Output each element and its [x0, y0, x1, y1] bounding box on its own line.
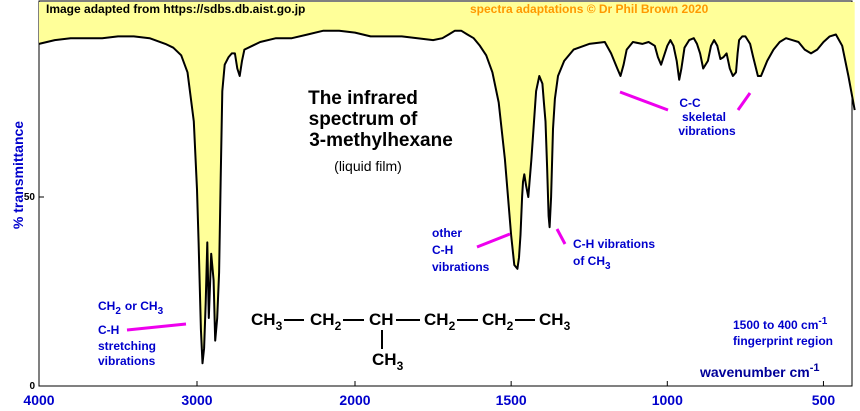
spectrum-line — [38, 29, 856, 365]
x-tick-label: 1000 — [652, 392, 683, 408]
formula-group-1: CH3 — [251, 310, 283, 333]
ann-cc-line3: vibrations — [678, 124, 736, 138]
title-line-1: The infrared — [308, 88, 418, 109]
x-tick-label: 1500 — [496, 392, 527, 408]
plot-frame — [38, 0, 853, 387]
ann-fingerprint-line1: 1500 to 400 cm-1 — [733, 316, 828, 332]
ann-ch3-line1: C-H vibrations — [573, 237, 655, 251]
ann-other-line1: other — [432, 226, 462, 240]
formula-group-2: CH2 — [310, 310, 342, 333]
x-tick-label: 2000 — [339, 392, 370, 408]
ann-ch-pointer — [126, 322, 187, 332]
ann-ch-label: CH2 or CH3 — [98, 299, 164, 317]
ann-cc-line1: C-C — [679, 96, 701, 110]
ann-ch3-pointer — [555, 228, 567, 245]
y-tick-label: 0 — [29, 381, 35, 392]
y-axis-label: % transmittance — [10, 121, 26, 229]
ann-other-line2: C-H — [432, 243, 453, 257]
title-line-2: spectrum of — [309, 109, 418, 130]
ann-ch-line3: stretching — [98, 339, 156, 353]
structural-formula: CH3 CH2 CH CH2 CH2 CH3 CH3 — [251, 310, 571, 373]
formula-group-6: CH3 — [539, 310, 571, 333]
x-axis-ticks: 4000 3000 2000 1500 1000 500 — [23, 381, 835, 408]
ann-other-line3: vibrations — [432, 260, 490, 274]
ann-other-pointer — [476, 232, 511, 249]
ann-ch-line2: C-H — [98, 323, 119, 337]
ann-fingerprint-line2: fingerprint region — [733, 334, 833, 348]
y-axis-ticks: 0 50 — [24, 192, 44, 392]
formula-branch-group: CH3 — [372, 350, 404, 373]
ann-cc-line2: skeletal — [682, 110, 726, 124]
ann-ch-line4: vibrations — [98, 354, 156, 368]
ann-cc-pointer-left — [619, 90, 669, 112]
title-line-3: 3-methylhexane — [309, 130, 453, 151]
ann-ch3-line2: of CH3 — [573, 254, 611, 272]
ann-cc-pointer-right — [736, 92, 752, 111]
credit-text: spectra adaptations © Dr Phil Brown 2020 — [470, 2, 709, 16]
y-tick-label: 50 — [24, 192, 36, 203]
x-tick-label: 3000 — [181, 392, 212, 408]
transmittance-fill — [39, 2, 855, 364]
title-subtitle: (liquid film) — [334, 158, 402, 174]
formula-group-4: CH2 — [424, 310, 456, 333]
x-axis-label: wavenumber cm-1 — [699, 362, 820, 380]
formula-group-5: CH2 — [482, 310, 514, 333]
formula-group-3: CH — [369, 310, 394, 329]
plot-layer — [38, 2, 856, 365]
source-text: Image adapted from https://sdbs.db.aist.… — [46, 2, 305, 16]
x-tick-label: 4000 — [23, 392, 54, 408]
x-tick-label: 500 — [812, 392, 836, 408]
